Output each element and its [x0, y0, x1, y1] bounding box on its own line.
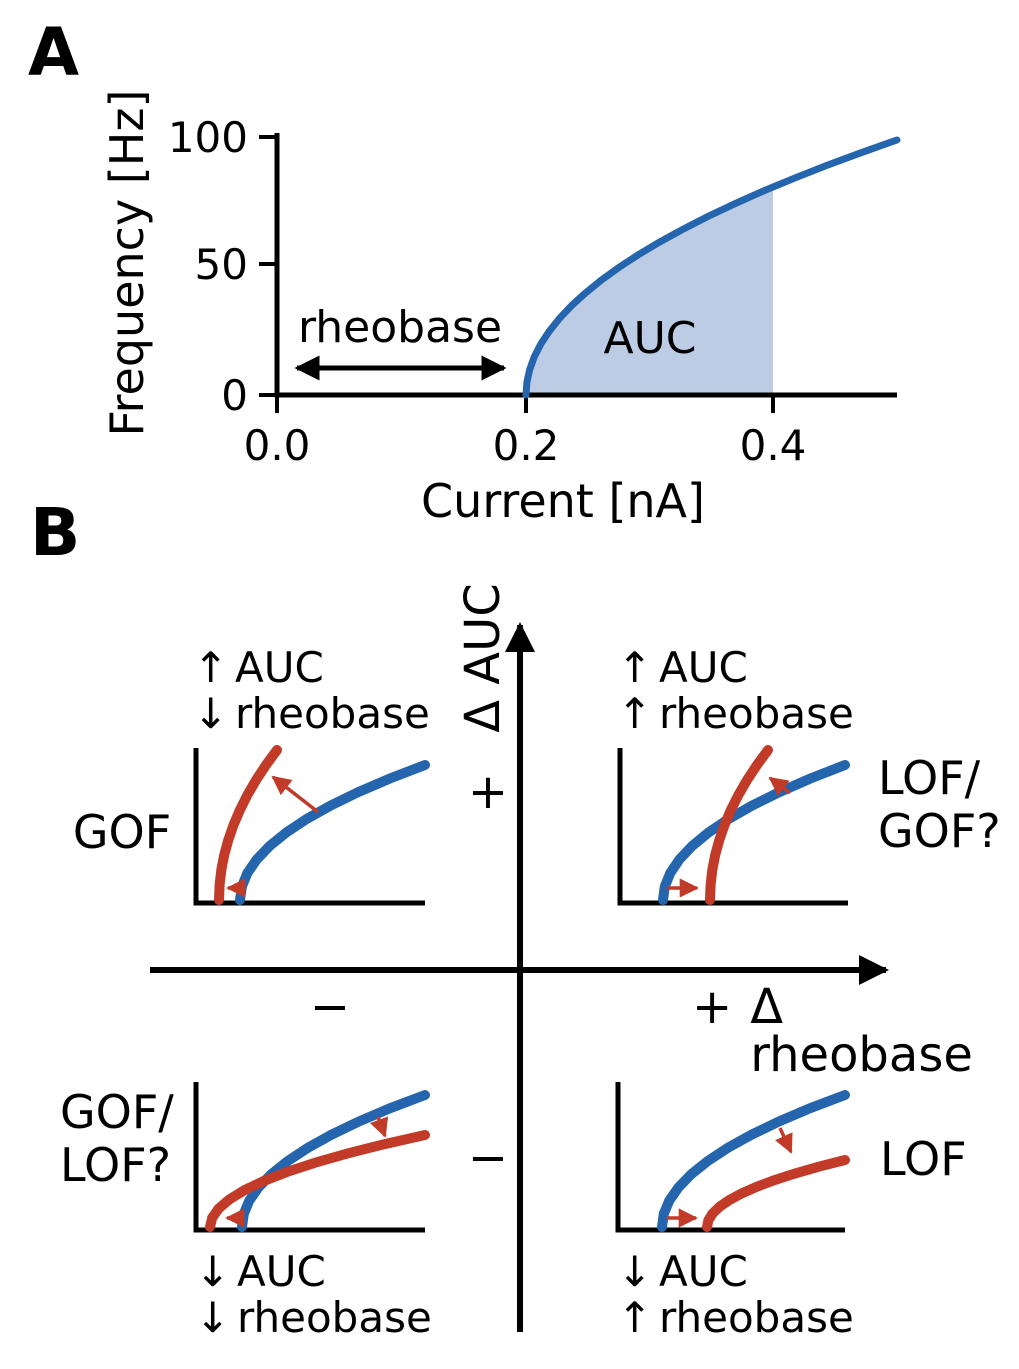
rheobase-change-row: ↑ rheobase — [617, 1295, 854, 1341]
classification-line: LOF? — [60, 1138, 172, 1192]
x-axis-tick-label: 0.2 — [492, 421, 560, 470]
miniplot-bottomleft-blue-curve — [237, 1090, 430, 1232]
panel-a-letter: A — [28, 14, 80, 91]
x-axis-tick-label: 0.4 — [739, 421, 807, 470]
auc-change-row: ↓ AUC — [617, 1249, 854, 1295]
panel-a-y-tick-marks — [259, 135, 277, 397]
auc-annotation: AUC — [603, 313, 697, 364]
miniplot-topleft-shift-arrow-up — [271, 775, 320, 814]
miniplot-bottomright-red-curve — [702, 1155, 850, 1232]
classification-line: GOF/ — [60, 1085, 174, 1139]
panel-b-letter: B — [30, 494, 81, 571]
down-arrow-icon: ↓ — [193, 689, 229, 738]
horizontal-axis-minus-sign: − — [309, 979, 351, 1035]
auc-change-row: ↓ AUC — [195, 1249, 432, 1295]
down-arrow-icon: ↓ — [617, 1247, 653, 1296]
auc-change-label: AUC — [659, 643, 748, 692]
x-axis-tick-label: 0.0 — [243, 421, 311, 470]
down-arrow-icon: ↓ — [195, 1293, 231, 1342]
rheobase-change-label: rheobase — [659, 689, 854, 738]
x-axis-label: Current [nA] — [421, 474, 705, 528]
miniplot-bottomleft-axes — [193, 1082, 425, 1233]
quadrant-topleft-classification: GOF — [72, 805, 172, 859]
auc-change-label: AUC — [235, 643, 324, 692]
up-arrow-icon: ↑ — [193, 643, 229, 692]
vertical-axis-minus-sign: − — [467, 1130, 509, 1186]
rheobase-change-label: rheobase — [659, 1293, 854, 1342]
rheobase-change-label: rheobase — [237, 1293, 432, 1342]
rheobase-change-label: rheobase — [235, 689, 430, 738]
miniplot-topright-axes — [617, 748, 848, 906]
quadrant-bottomright-annotation: ↓ AUC ↑ rheobase — [617, 1249, 854, 1341]
rheobase-annotation: rheobase — [297, 302, 503, 353]
rheobase-change-row: ↓ rheobase — [193, 691, 430, 737]
miniplot-bottomleft-shift-arrow-down — [369, 1116, 389, 1138]
miniplot-topright-shift-arrow-up — [768, 776, 792, 797]
horizontal-axis-label-group: + Δ rheobase — [692, 983, 1019, 1079]
quadrant-bottomleft-classification: GOF/ LOF? — [60, 1086, 174, 1192]
auc-shaded-region — [526, 187, 773, 395]
up-arrow-icon: ↑ — [617, 689, 653, 738]
y-axis-label: Frequency [Hz] — [100, 89, 154, 437]
miniplot-bottomleft-red-curve — [205, 1130, 430, 1232]
auc-change-row: ↑ AUC — [617, 645, 854, 691]
quadrant-bottomleft-annotation: ↓ AUC ↓ rheobase — [195, 1249, 432, 1341]
quadrant-bottomright-classification: LOF — [880, 1132, 967, 1186]
miniplot-topright-blue-curve — [658, 760, 850, 905]
auc-change-row: ↑ AUC — [193, 645, 430, 691]
miniplot-bottomright-blue-curve — [657, 1090, 850, 1232]
miniplot-topleft-axes — [193, 748, 425, 906]
auc-change-label: AUC — [237, 1247, 326, 1296]
rheobase-change-row: ↑ rheobase — [617, 691, 854, 737]
delta-rheobase-axis-label: Δ rheobase — [750, 979, 973, 1083]
up-arrow-icon: ↑ — [617, 1293, 653, 1342]
up-arrow-icon: ↑ — [617, 643, 653, 692]
horizontal-axis-plus-sign: + — [692, 979, 733, 1035]
y-axis-tick-label: 0 — [221, 371, 248, 420]
miniplot-bottomright-axes — [615, 1082, 845, 1233]
vertical-axis-plus-sign: + — [467, 764, 509, 820]
auc-change-label: AUC — [659, 1247, 748, 1296]
quadrant-topright-classification: LOF/ GOF? — [878, 752, 1001, 858]
quadrant-topleft-annotation: ↑ AUC ↓ rheobase — [193, 645, 430, 737]
miniplot-topleft-blue-curve — [235, 760, 430, 905]
down-arrow-icon: ↓ — [195, 1247, 231, 1296]
miniplot-topleft-red-curve — [214, 745, 282, 905]
classification-line: GOF? — [878, 804, 1001, 858]
rheobase-change-row: ↓ rheobase — [195, 1295, 432, 1341]
panel-a-fi-curve — [522, 136, 901, 399]
miniplot-bottomright-shift-arrow-down — [775, 1127, 793, 1154]
y-axis-tick-label: 50 — [194, 240, 248, 289]
classification-line: LOF/ — [878, 751, 981, 805]
y-axis-tick-label: 100 — [167, 113, 248, 162]
miniplot-topright-red-curve — [705, 745, 773, 905]
quadrant-topright-annotation: ↑ AUC ↑ rheobase — [617, 645, 854, 737]
